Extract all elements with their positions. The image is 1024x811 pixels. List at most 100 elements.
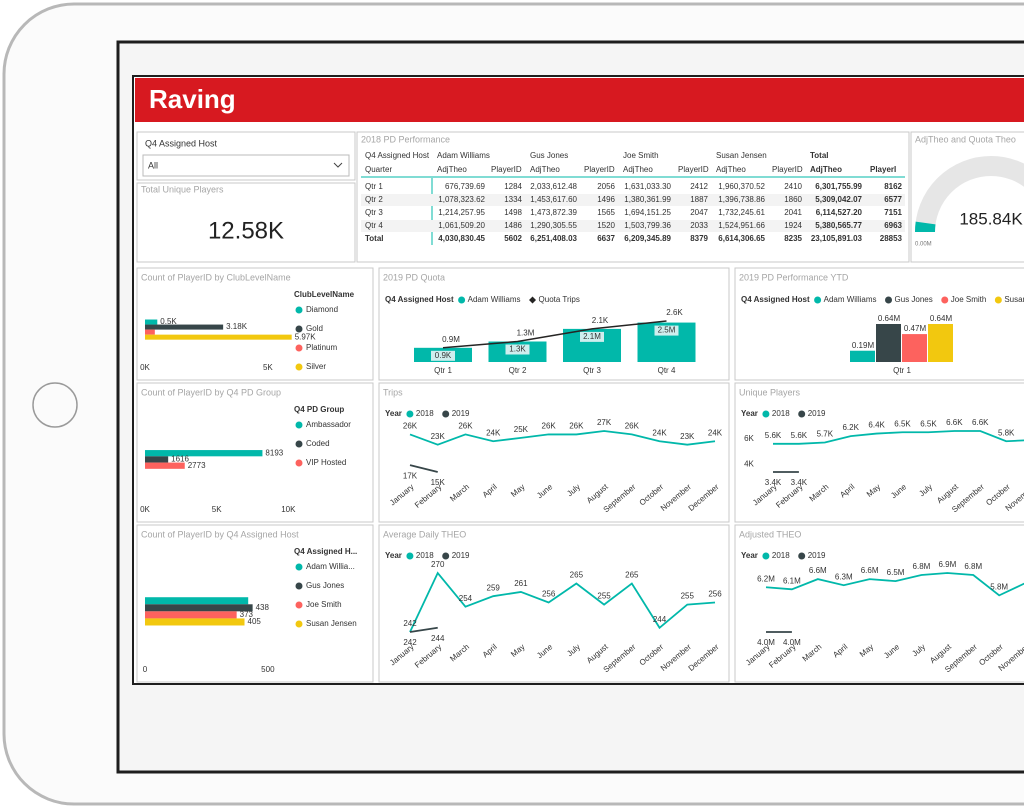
x-tick-label: Qtr 3 — [583, 366, 601, 375]
bar — [145, 618, 245, 626]
table-cell: 2056 — [597, 182, 615, 191]
data-label: 244 — [431, 634, 445, 643]
data-label: 6.6M — [861, 566, 879, 575]
legend-title: Year — [741, 551, 758, 560]
table-cell: 6963 — [884, 221, 902, 230]
legend-marker — [762, 552, 770, 560]
data-label: 244 — [653, 615, 667, 624]
table-cell: 1520 — [597, 221, 615, 230]
legend-marker — [798, 552, 806, 560]
x-tick-label: 5K — [263, 363, 273, 372]
table-cell: Qtr 3 — [365, 208, 383, 217]
line — [765, 572, 1024, 597]
table-column-header: AdjTheo — [623, 165, 653, 174]
data-label: 6.6M — [809, 566, 827, 575]
table-cell: 1,694,151.25 — [624, 208, 671, 217]
data-label: 23K — [680, 432, 695, 441]
data-label: 27K — [597, 418, 612, 427]
table-cell: 6,301,755.99 — [815, 182, 862, 191]
line — [409, 430, 716, 446]
chart-panel — [378, 524, 730, 683]
line — [773, 430, 1024, 445]
table-cell: 1860 — [784, 195, 802, 204]
table-column-header: AdjTheo — [810, 165, 842, 174]
data-label: 265 — [570, 571, 584, 580]
table-cell: 28853 — [880, 234, 903, 243]
line — [409, 571, 716, 633]
legend-title: Q4 Assigned H... — [294, 547, 357, 556]
slicer-value[interactable]: All — [148, 160, 158, 170]
data-label: 1616 — [171, 455, 189, 464]
data-label: 6.1M — [783, 576, 801, 585]
home-button[interactable] — [32, 382, 78, 428]
table-column-header: PlayerID — [584, 165, 615, 174]
bar — [145, 456, 169, 463]
legend-title: Q4 PD Group — [294, 405, 344, 414]
table-cell: Qtr 2 — [365, 195, 383, 204]
table-cell: 1334 — [504, 195, 522, 204]
legend-marker — [406, 552, 414, 560]
table-cell: 1,396,738.86 — [718, 195, 765, 204]
chart-title: Adjusted THEO — [739, 529, 801, 539]
table-cell: 1887 — [690, 195, 708, 204]
legend-label: Gus Jones — [895, 295, 933, 304]
data-label: 6.6K — [946, 418, 963, 427]
table-cell: 1,290,305.55 — [530, 221, 577, 230]
data-label: 24K — [486, 428, 501, 437]
data-label: 270 — [431, 560, 445, 569]
chart-title: 2019 PD Performance YTD — [739, 272, 849, 282]
data-label: 6.5K — [894, 419, 911, 428]
table-cell: 5602 — [504, 234, 522, 243]
x-tick-label: Qtr 1 — [434, 366, 452, 375]
data-label: 0.47M — [904, 324, 927, 333]
data-label: 265 — [625, 571, 639, 580]
table-column-header: PlayerID — [772, 165, 803, 174]
chart-title: Unique Players — [739, 387, 801, 397]
chart-panel — [734, 524, 1024, 683]
legend-label: Coded — [306, 439, 330, 448]
table-cell: Total — [365, 234, 384, 243]
x-tick-label: 0K — [140, 363, 150, 372]
data-label: 405 — [248, 617, 262, 626]
data-label: 6.2K — [842, 423, 859, 432]
table-cell: 6577 — [884, 195, 902, 204]
table-cell: 1284 — [504, 182, 522, 191]
data-label: 0.9K — [435, 351, 452, 360]
data-label: 0.64M — [878, 314, 901, 323]
line — [409, 464, 438, 473]
legend-marker — [295, 601, 303, 609]
data-label: 2.1K — [592, 316, 609, 325]
legend-marker — [442, 410, 450, 418]
data-label: 255 — [597, 592, 611, 601]
data-label: 5.6K — [791, 431, 808, 440]
data-label: 2.1M — [583, 332, 601, 341]
data-label: 26K — [542, 422, 557, 431]
data-label: 3.4K — [765, 478, 782, 487]
data-label: 0.9M — [442, 335, 460, 344]
table-cell: Qtr 4 — [365, 221, 383, 230]
table-cell: 676,739.69 — [445, 182, 486, 191]
data-label: 438 — [256, 603, 270, 612]
legend-label: Susan — [1004, 295, 1024, 304]
bar — [145, 604, 253, 612]
legend-label: 2019 — [452, 551, 470, 560]
legend-marker — [442, 552, 450, 560]
data-label: 24K — [652, 428, 667, 437]
data-label: 0.19M — [852, 341, 875, 350]
table-cell: 2047 — [690, 208, 708, 217]
data-label: 259 — [487, 583, 501, 592]
legend-marker — [295, 306, 303, 314]
gauge-fill — [914, 221, 936, 233]
table-cell: 2410 — [784, 182, 802, 191]
slicer-dropdown[interactable] — [142, 154, 350, 177]
legend-label: 2018 — [772, 409, 790, 418]
legend-label: 2018 — [416, 551, 434, 560]
legend-label: Gold — [306, 324, 323, 333]
data-label: 26K — [625, 422, 640, 431]
table-cell: 2041 — [784, 208, 802, 217]
table-cell: 1486 — [504, 221, 522, 230]
legend-marker — [295, 620, 303, 628]
slicer-label: Q4 Assigned Host — [145, 138, 218, 148]
legend-label: Diamond — [306, 305, 338, 314]
